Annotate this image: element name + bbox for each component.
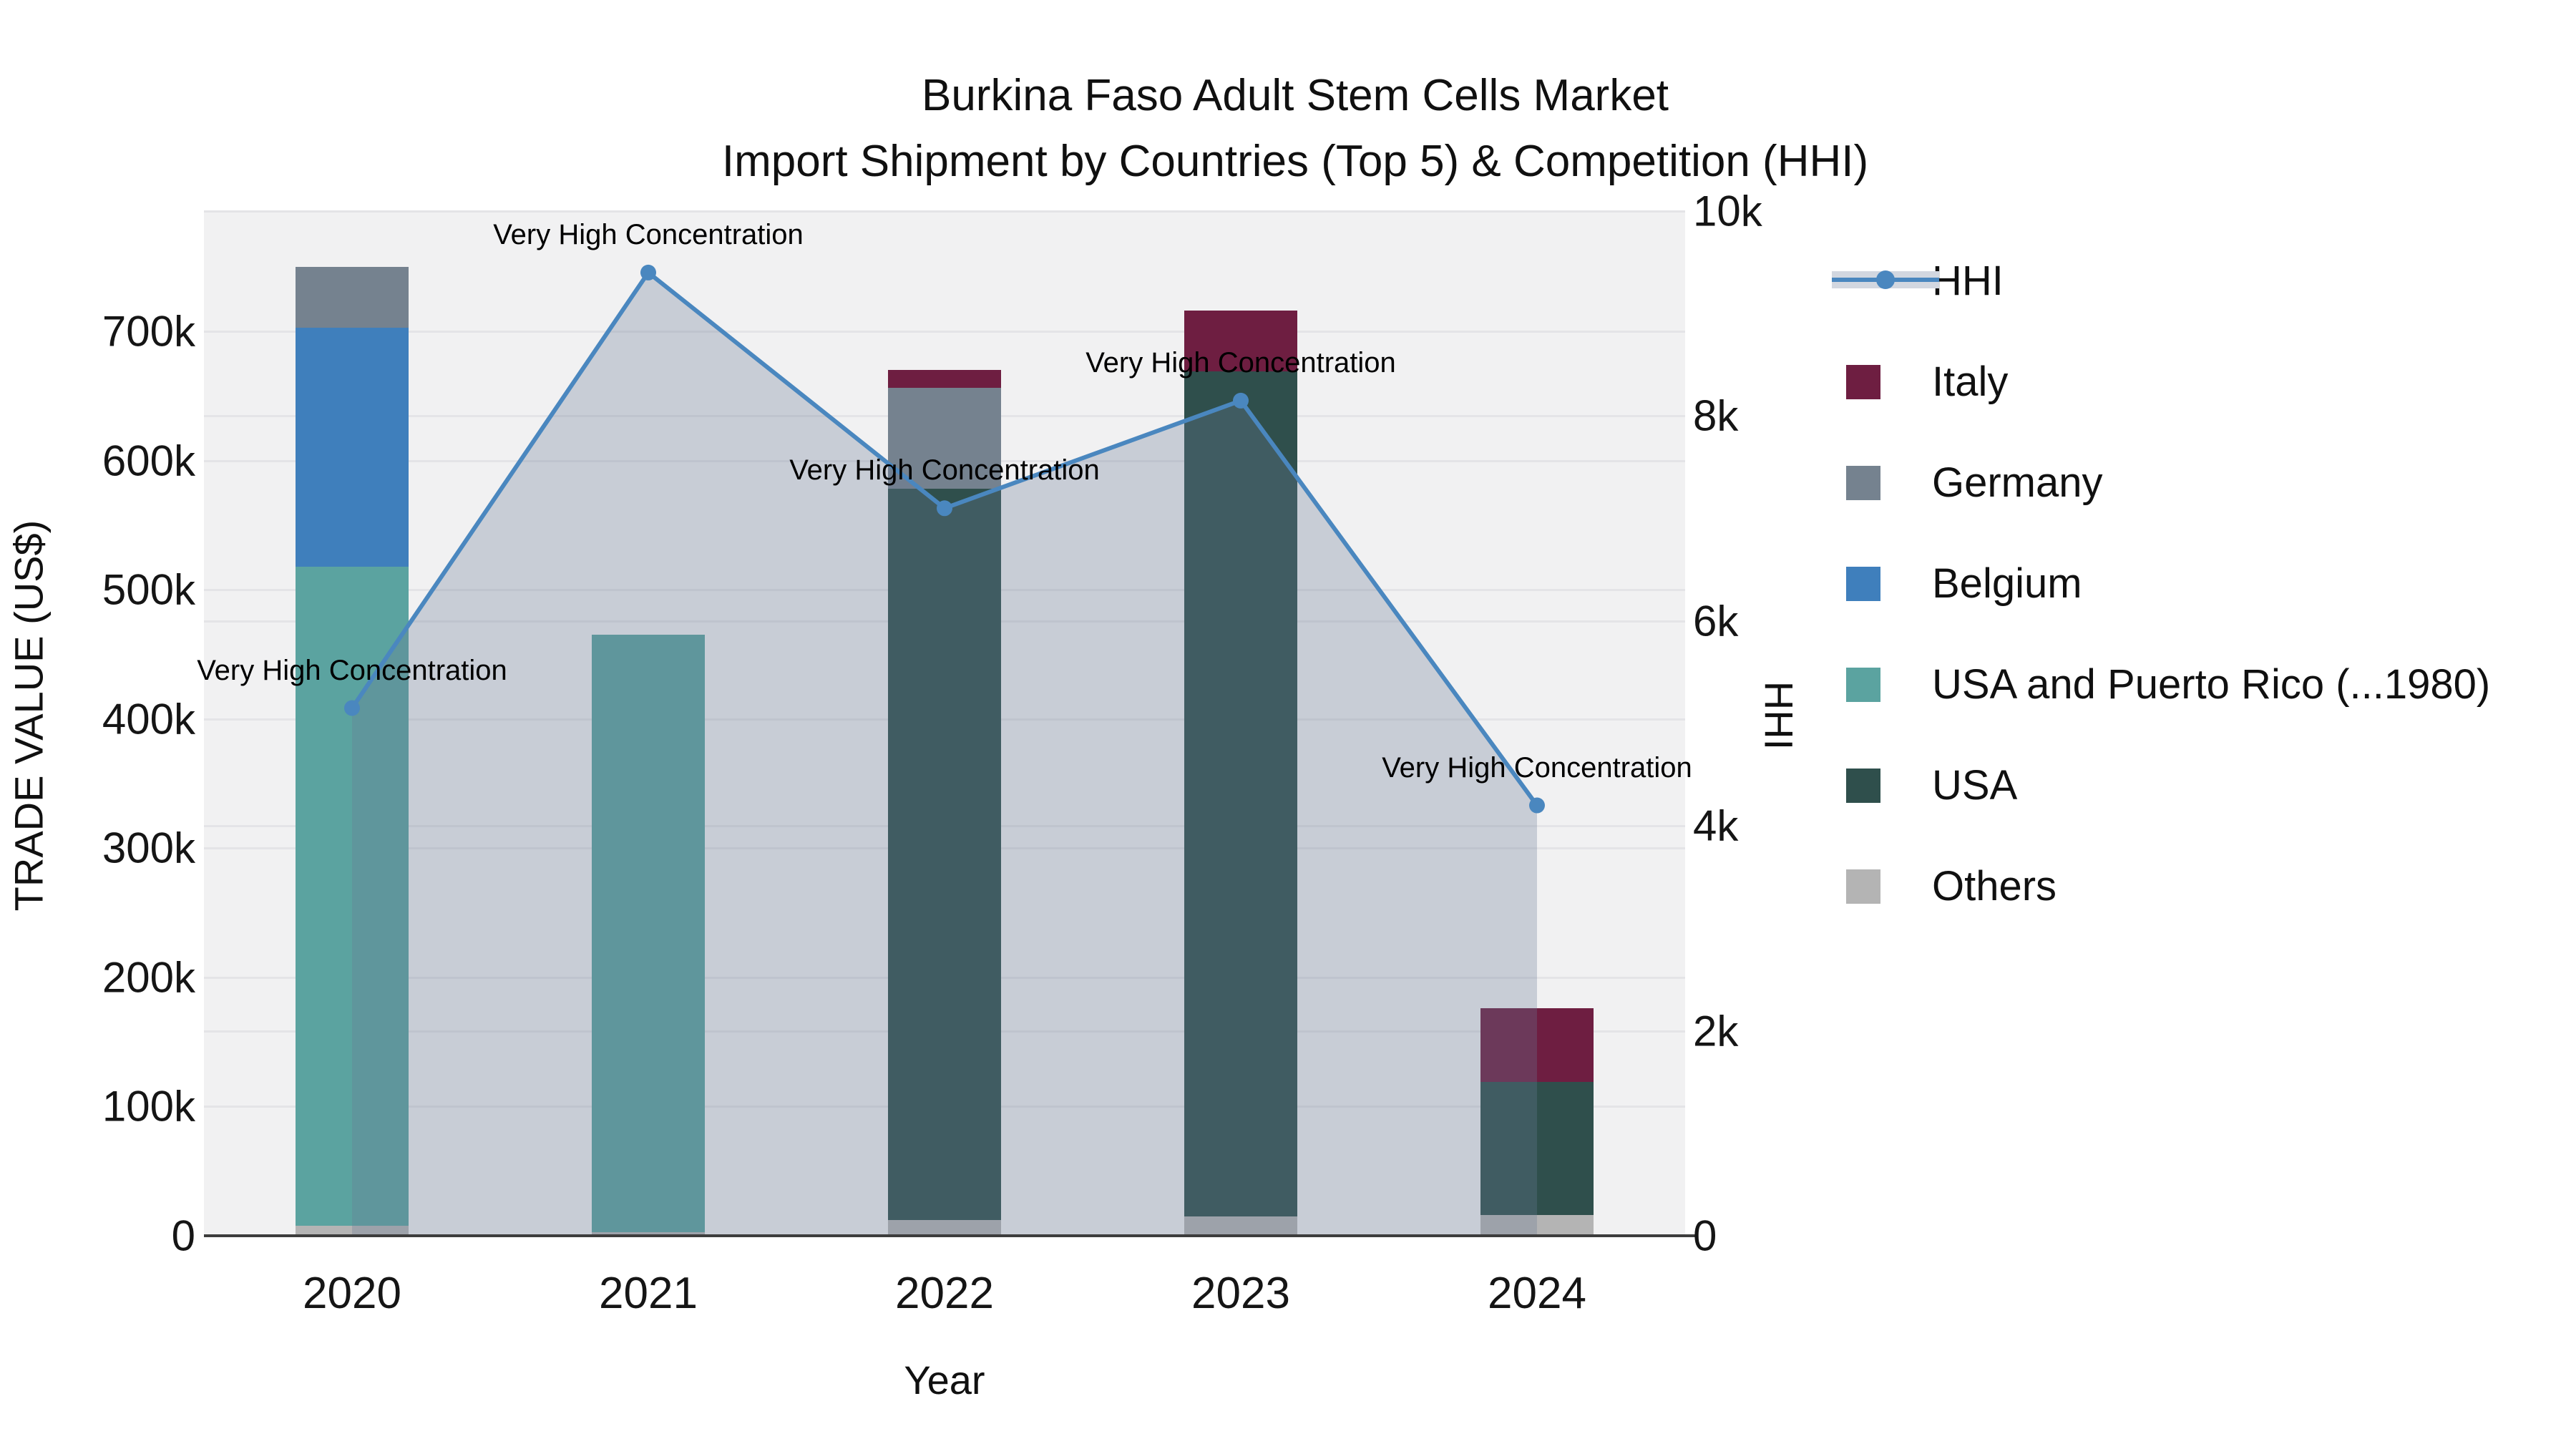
legend-item-others[interactable]: Others [1846,836,2490,937]
hhi-marker-2020 [344,700,360,716]
annotation-very-high-concentration-2024: Very High Concentration [1382,751,1692,784]
legend-label: Italy [1932,358,2009,405]
annotation-very-high-concentration-2023: Very High Concentration [1085,346,1396,379]
annotation-very-high-concentration-2021: Very High Concentration [493,218,804,250]
hhi-marker-2021 [640,264,656,280]
bar-segment-italy-2024 [1480,1008,1594,1083]
gridline [204,330,1685,333]
legend-item-usa[interactable]: USA [1846,735,2490,836]
legend-swatch-icon [1846,361,1932,404]
legend-swatch-icon [1846,663,1932,706]
x-tick-2022: 2022 [895,1269,994,1318]
hhi-line-legend-icon [1832,260,1939,303]
hhi-line-layer [344,264,1545,1236]
left-tick-400k: 400k [102,695,195,743]
color-swatch [1846,566,1880,601]
bar-segment-others-2024 [1480,1215,1594,1236]
left-tick-700k: 700k [102,307,195,356]
legend-item-italy[interactable]: Italy [1846,331,2490,432]
legend-label: USA [1932,762,2018,809]
legend-swatch-icon [1846,865,1932,908]
hhi-area-fill [352,272,1537,1236]
right-axis-title: HHI [1756,680,1802,751]
right-tick-2k: 2k [1693,1007,1739,1055]
legend-item-germany[interactable]: Germany [1846,432,2490,533]
legend: HHI Italy Germany Belgium USA and Puerto Ric… [1832,230,2490,937]
left-tick-300k: 300k [102,824,195,872]
legend-item-belgium[interactable]: Belgium [1846,533,2490,634]
legend-label: Others [1932,863,2057,909]
legend-label: HHI [1932,258,2004,304]
plot-area [204,210,1685,1236]
gridline [204,210,1685,213]
legend-swatch-icon [1846,462,1932,504]
right-tick-10k: 10k [1693,187,1762,235]
x-axis-title: Year [904,1357,985,1402]
bar-segment-others-2023 [1184,1216,1297,1236]
left-tick-500k: 500k [102,565,195,614]
right-tick-0: 0 [1693,1211,1717,1260]
x-tick-2020: 2020 [303,1269,401,1318]
right-tick-4k: 4k [1693,801,1739,850]
bar-segment-belgium-2020 [296,327,409,567]
right-tick-6k: 6k [1693,597,1739,645]
chart-title-line1: Burkina Faso Adult Stem Cells Market [921,71,1669,120]
color-swatch [1846,768,1880,803]
bar-segment-usa-2023 [1184,371,1297,1216]
annotation-very-high-concentration-2020: Very High Concentration [197,654,507,686]
bar-segment-usa-2022 [888,489,1001,1221]
bar-segment-usa-and-puerto-rico-1980--2021 [592,635,705,1232]
bar-segment-others-2022 [888,1220,1001,1236]
chart-title-line2: Import Shipment by Countries (Top 5) & C… [721,137,1869,186]
bar-segment-others-2020 [296,1225,409,1236]
bar-segment-italy-2022 [888,370,1001,389]
color-swatch [1846,667,1880,702]
left-tick-600k: 600k [102,436,195,485]
hhi-marker-2023 [1233,392,1249,409]
bar-segment-others-2021 [592,1231,705,1236]
color-swatch [1846,869,1880,904]
x-tick-2023: 2023 [1191,1269,1290,1318]
legend-swatch-icon [1846,562,1932,605]
left-tick-0: 0 [171,1211,195,1260]
legend-label: USA and Puerto Rico (...1980) [1932,661,2491,708]
annotation-very-high-concentration-2022: Very High Concentration [789,454,1100,487]
bar-segment-usa-and-puerto-rico-1980--2020 [296,566,409,1226]
color-swatch [1846,364,1880,399]
x-axis-line [204,1234,1698,1237]
bar-segment-germany-2022 [888,388,1001,489]
legend-label: Belgium [1932,560,2082,607]
legend-swatch-icon [1846,764,1932,807]
legend-label: Germany [1932,459,2103,506]
x-tick-2021: 2021 [599,1269,698,1318]
hhi-marker-swatch [1876,270,1895,289]
hhi-marker-2022 [937,500,952,517]
legend-item-usa-and-puerto-rico-1980-[interactable]: USA and Puerto Rico (...1980) [1846,634,2490,735]
bar-segment-usa-2024 [1480,1082,1594,1216]
bar-segment-italy-2023 [1184,311,1297,371]
right-tick-8k: 8k [1693,391,1739,440]
left-tick-200k: 200k [102,953,195,1002]
left-tick-100k: 100k [102,1082,195,1131]
left-axis-title: TRADE VALUE (US$) [6,519,52,912]
hhi-marker-2024 [1529,797,1545,814]
x-tick-2024: 2024 [1488,1269,1586,1318]
color-swatch [1846,465,1880,500]
bar-segment-germany-2020 [296,266,409,328]
legend-item-hhi[interactable]: HHI [1832,230,2490,331]
chart-title: Burkina Faso Adult Stem Cells Market Imp… [722,63,1868,195]
